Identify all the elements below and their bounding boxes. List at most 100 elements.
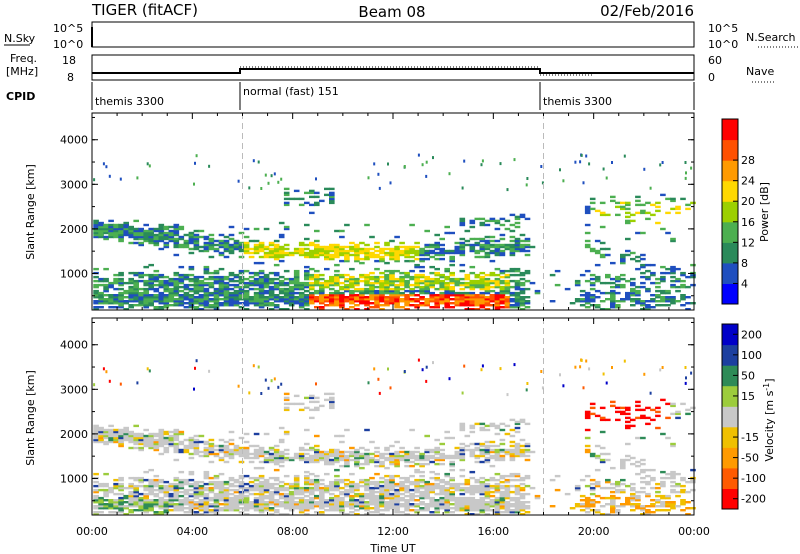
heatmap-cell (615, 480, 621, 484)
heatmap-cell (228, 245, 235, 249)
heatmap-cell (404, 486, 410, 490)
heatmap-cell (339, 496, 345, 500)
heatmap-cell (193, 480, 200, 484)
heatmap-cell (118, 430, 124, 434)
heatmap-cell (409, 291, 415, 295)
heatmap-cell (324, 245, 330, 249)
heatmap-cell (93, 480, 99, 484)
heatmap-cell (605, 503, 611, 506)
nsky-label: N.Sky (4, 32, 36, 45)
heatmap-cell (574, 279, 581, 283)
heatmap-cell (314, 269, 320, 273)
heatmap-cell (414, 509, 420, 512)
heatmap-cell (339, 304, 345, 307)
heatmap-cell (379, 283, 385, 287)
heatmap-cell (283, 398, 290, 402)
heatmap-cell (243, 227, 250, 231)
heatmap-cell (454, 496, 461, 500)
heatmap-cell (640, 416, 646, 420)
heatmap-cell (524, 501, 531, 504)
heatmap-cell (93, 513, 99, 516)
heatmap-cell (630, 494, 636, 498)
heatmap-cell (133, 424, 139, 428)
heatmap-cell (454, 241, 461, 245)
heatmap-cell (499, 501, 506, 504)
heatmap-cell (258, 505, 265, 508)
heatmap-cell (203, 482, 210, 486)
heatmap-cell (670, 505, 676, 508)
heatmap-cell (504, 269, 511, 273)
heatmap-cell (329, 283, 335, 287)
heatmap-cell (324, 454, 330, 458)
heatmap-cell (469, 243, 476, 247)
heatmap-cell (479, 237, 486, 241)
heatmap-cell (599, 406, 606, 410)
heatmap-cell (309, 478, 315, 482)
heatmap-cell (278, 245, 285, 249)
heatmap-cell (238, 277, 245, 281)
heatmap-cell (283, 456, 290, 460)
heatmap-cell (213, 294, 220, 297)
heatmap-cell (218, 283, 225, 287)
heatmap-cell (113, 233, 119, 237)
heatmap-cell (524, 458, 531, 462)
heatmap-cell (349, 298, 355, 301)
heatmap-cell (635, 302, 641, 305)
heatmap-cell (93, 223, 99, 227)
heatmap-cell (584, 245, 591, 249)
heatmap-cell (173, 430, 180, 434)
heatmap-cell (128, 289, 134, 293)
heatmap-cell (304, 478, 310, 482)
heatmap-cell (339, 247, 345, 251)
heatmap-cell (148, 229, 154, 233)
heatmap-cell (260, 392, 263, 395)
heatmap-cell (645, 468, 651, 472)
heatmap-cell (404, 296, 410, 299)
heatmap-cell (640, 271, 646, 275)
heatmap-cell (379, 257, 385, 261)
heatmap-cell (399, 492, 405, 496)
heatmap-cell (293, 249, 300, 253)
heatmap-cell (514, 503, 521, 506)
heatmap-cell (203, 249, 210, 253)
heatmap-cell (630, 424, 636, 428)
heatmap-cell (223, 450, 230, 454)
heatmap-cell (228, 442, 235, 446)
heatmap-cell (670, 302, 676, 305)
heatmap-cell (519, 492, 526, 496)
heatmap-cell (118, 277, 124, 281)
heatmap-cell (298, 458, 305, 462)
heatmap-cell (118, 296, 124, 299)
heatmap-cell (278, 488, 285, 492)
heatmap-cell (514, 217, 521, 221)
heatmap-cell (163, 494, 170, 498)
heatmap-cell (379, 298, 385, 301)
heatmap-cell (479, 454, 486, 458)
heatmap-cell (479, 460, 486, 464)
heatmap-cell (334, 503, 340, 506)
heatmap-cell (309, 400, 315, 404)
heatmap-cell (504, 432, 511, 436)
heatmap-cell (534, 496, 541, 500)
heatmap-cell (424, 462, 430, 466)
heatmap-cell (444, 436, 450, 440)
heatmap-cell (354, 283, 360, 287)
nsearch-label: N.Search (746, 31, 796, 44)
heatmap-cell (148, 509, 154, 512)
heatmap-cell (519, 300, 526, 303)
heatmap-cell (399, 446, 405, 450)
heatmap-cell (158, 490, 165, 494)
heatmap-cell (630, 492, 636, 496)
heatmap-cell (228, 509, 235, 512)
heatmap-cell (379, 287, 385, 291)
heatmap-cell (414, 253, 420, 257)
heatmap-cell (589, 412, 596, 416)
heatmap-cell (389, 486, 395, 490)
heatmap-cell (499, 505, 506, 508)
heatmap-cell (354, 492, 360, 496)
heatmap-cell (504, 452, 511, 456)
heatmap-cell (253, 488, 260, 492)
heatmap-cell (429, 454, 435, 458)
heatmap-cell (494, 432, 501, 436)
heatmap-cell (173, 438, 180, 442)
